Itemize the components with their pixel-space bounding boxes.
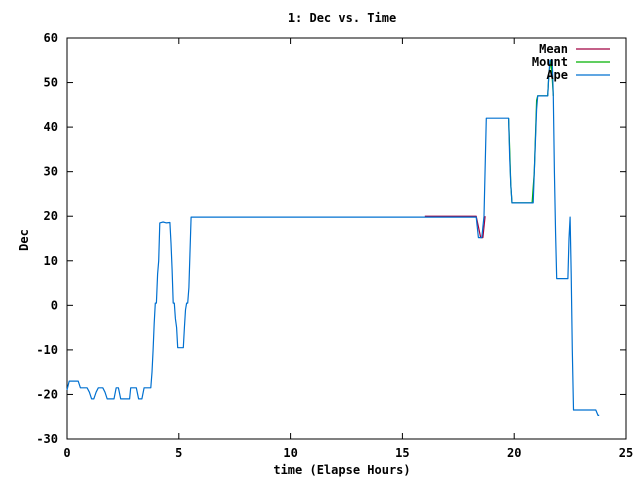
legend-label: Mount <box>532 55 568 69</box>
legend-label: Ape <box>546 68 568 82</box>
y-tick-label: 0 <box>51 298 58 312</box>
x-tick-label: 5 <box>175 446 182 460</box>
x-axis-label: time (Elapse Hours) <box>273 463 410 477</box>
series-line-ape <box>66 59 600 416</box>
y-axis-label: Dec <box>17 229 31 251</box>
y-tick-label: -30 <box>36 432 58 446</box>
y-tick-label: 20 <box>44 209 58 223</box>
axis-ticks: 0 5 10 15 20 25 -30 -20 -10 0 10 20 30 40 50 60 <box>36 31 633 460</box>
y-tick-label: 60 <box>44 31 58 45</box>
x-tick-label: 25 <box>619 446 633 460</box>
chart-title: 1: Dec vs. Time <box>288 11 396 25</box>
plot-frame <box>66 37 627 440</box>
series-layer <box>66 59 600 416</box>
y-tick-label: 10 <box>44 254 58 268</box>
y-tick-label: -10 <box>36 343 58 357</box>
legend-label: Mean <box>539 42 568 56</box>
x-tick-label: 15 <box>395 446 409 460</box>
y-tick-label: 30 <box>44 165 58 179</box>
y-tick-label: -20 <box>36 387 58 401</box>
y-tick-label: 40 <box>44 120 58 134</box>
y-tick-label: 50 <box>44 76 58 90</box>
x-tick-label: 0 <box>63 446 70 460</box>
x-tick-label: 20 <box>507 446 521 460</box>
x-tick-label: 10 <box>283 446 297 460</box>
